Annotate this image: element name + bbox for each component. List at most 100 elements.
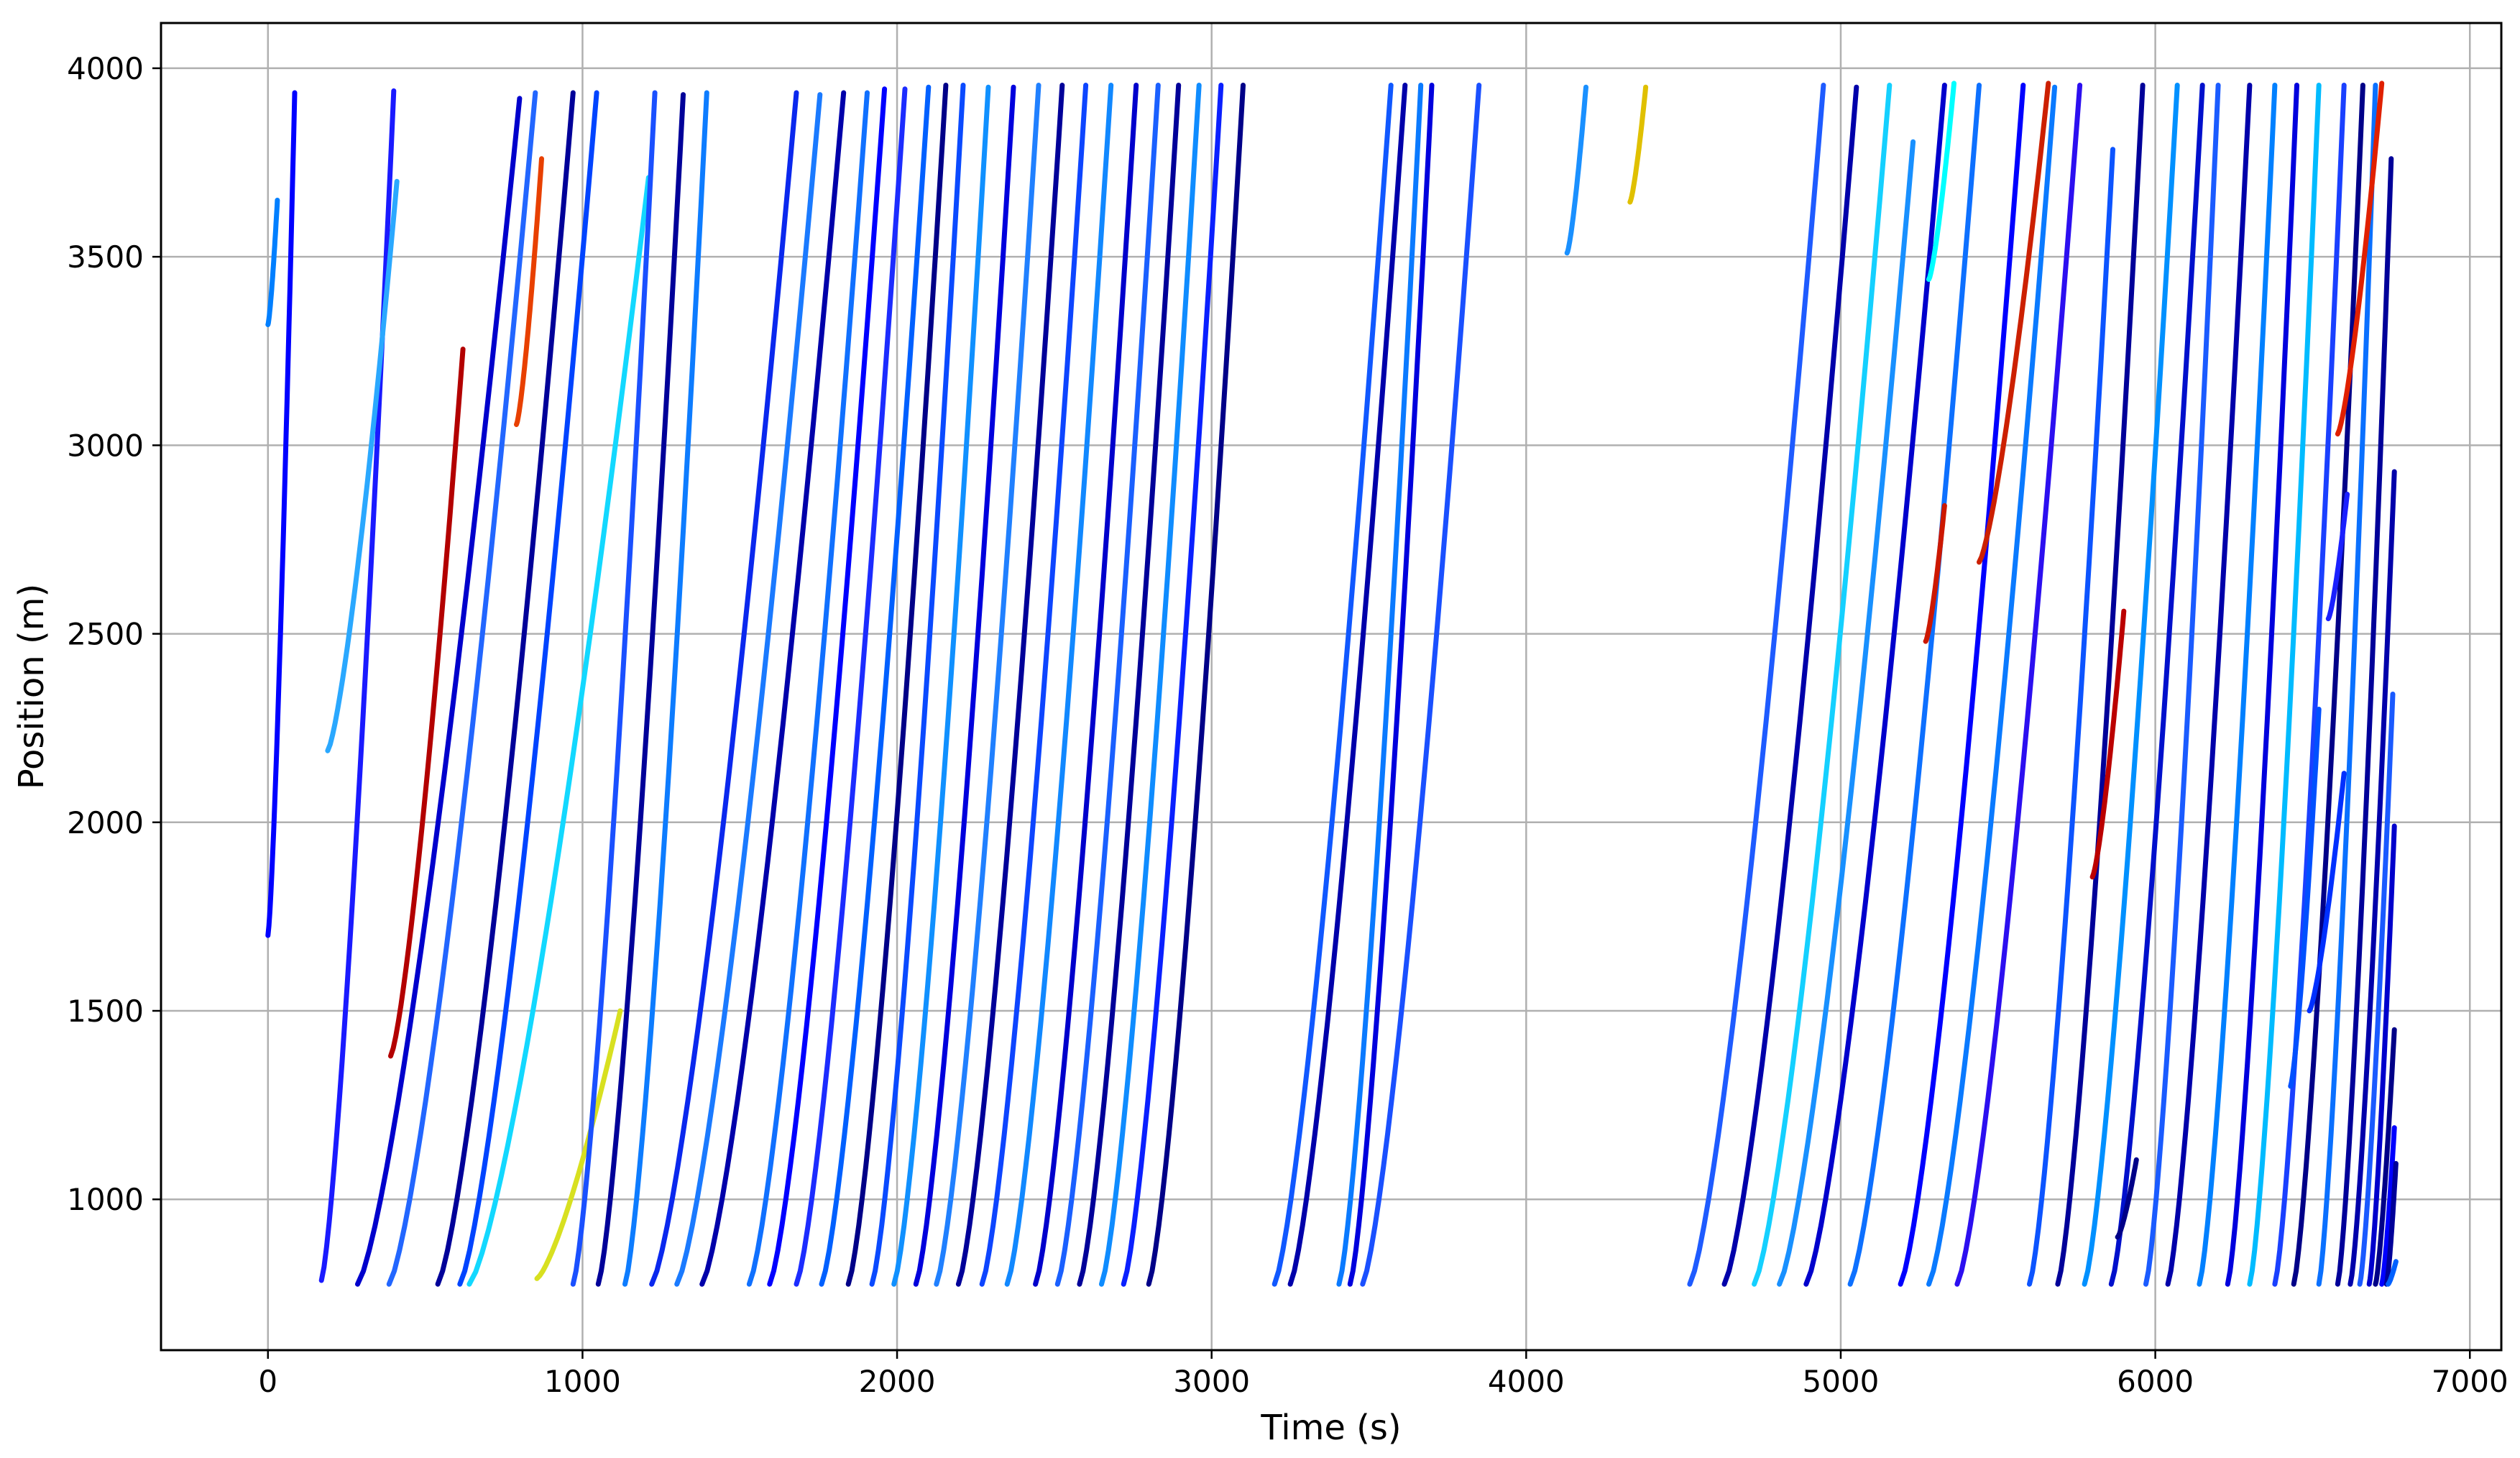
trajectory-line (746, 90, 870, 1287)
trajectory-line (674, 92, 823, 1287)
trajectory-line (2089, 608, 2127, 880)
trajectory-line (355, 96, 523, 1287)
trajectory-line (767, 86, 888, 1287)
trajectory-line (1336, 83, 1424, 1287)
y-tick-label: 3000 (67, 428, 144, 463)
grid-lines (161, 23, 2501, 1350)
trajectory-line (466, 175, 651, 1287)
trajectory-line (869, 83, 966, 1287)
trajectory-line (2247, 83, 2322, 1287)
trajectory-line (1977, 81, 2051, 565)
trajectory-line (2357, 692, 2396, 1287)
trajectory-line (2325, 492, 2350, 622)
y-tick-label: 1500 (67, 994, 144, 1029)
trajectory-line (2082, 83, 2180, 1287)
y-tick-label: 1000 (67, 1182, 144, 1217)
plot-frame (160, 22, 2503, 1352)
trajectory-line (1777, 139, 1916, 1287)
trajectory-line (649, 90, 799, 1287)
trajectory-line (1898, 83, 2026, 1287)
trajectory-line (325, 178, 400, 753)
trajectory-line (2347, 469, 2397, 1287)
trajectory-line (514, 156, 544, 427)
trajectory-line (1687, 83, 1826, 1287)
trajectory-line (1272, 83, 1394, 1287)
trajectory-line (570, 90, 658, 1287)
trajectory-line (265, 90, 298, 938)
trajectory-line (2108, 83, 2205, 1287)
trajectory-line (979, 83, 1089, 1287)
trajectory-line (2386, 1259, 2399, 1287)
trajectory-line (2027, 147, 2115, 1287)
trajectory-line (1926, 84, 2058, 1287)
trajectory-line (2379, 1125, 2397, 1287)
trajectory-line (2366, 823, 2397, 1287)
trajectory-line (2272, 83, 2347, 1287)
trajectory-line (1926, 81, 1956, 283)
trajectory-line (1146, 83, 1246, 1287)
x-tick-label: 4000 (1488, 1364, 1565, 1399)
trajectory-line (435, 90, 576, 1287)
trajectory-line (2383, 1160, 2399, 1287)
trajectory-line (2115, 1157, 2139, 1240)
y-tick-label: 2500 (67, 617, 144, 652)
trajectory-line (934, 83, 1041, 1287)
trajectory-line (1121, 83, 1224, 1287)
trajectory-line (955, 83, 1065, 1287)
trajectory-line (1077, 83, 1182, 1287)
trajectory-line (794, 86, 908, 1287)
trajectory-line (1803, 83, 1947, 1287)
trajectory-line (699, 90, 847, 1287)
trajectory-line (2335, 156, 2394, 1287)
trajectory-line (2335, 81, 2385, 437)
x-tick-label: 0 (258, 1364, 277, 1399)
x-tick-label: 1000 (544, 1364, 621, 1399)
trajectory-line (2316, 83, 2378, 1287)
trajectory-line (1360, 83, 1482, 1287)
trajectory-line (595, 92, 686, 1287)
trajectory-line (2197, 83, 2278, 1287)
axis-ticks: 0 1000 2000 3000 4000 5000 6000 7000 1000 1500 200… (67, 51, 2508, 1399)
trajectory-line (1721, 84, 1859, 1287)
trajectory-line (2288, 707, 2322, 1089)
trajectory-line (819, 84, 932, 1287)
trajectory-line (1287, 83, 1408, 1287)
trajectory-line (1033, 83, 1139, 1287)
trajectory-line (1099, 83, 1202, 1287)
trajectory-line (1923, 503, 1947, 644)
trajectory-line (891, 84, 991, 1287)
trajectory-series (265, 81, 2399, 1287)
trajectory-line (265, 198, 280, 327)
x-tick-label: 7000 (2432, 1364, 2508, 1399)
trajectory-line (388, 347, 466, 1059)
trajectory-line (1847, 83, 1982, 1287)
trajectory-line (2225, 83, 2299, 1287)
trajectory-line (386, 90, 538, 1287)
trajectory-line (845, 83, 949, 1287)
trajectory-line (534, 1008, 623, 1281)
trajectory-line (1004, 83, 1114, 1287)
trajectory-line (1564, 84, 1588, 256)
trajectory-line (2373, 1027, 2397, 1287)
trajectory-line (1752, 83, 1893, 1287)
trajectory-line (622, 90, 709, 1287)
trajectory-line (913, 84, 1016, 1287)
trajectory-line (1954, 83, 2083, 1287)
trajectory-line (1627, 84, 1649, 205)
y-tick-label: 4000 (67, 51, 144, 86)
x-tick-label: 3000 (1173, 1364, 1250, 1399)
trajectory-line (2143, 83, 2221, 1287)
trajectory-line (1054, 83, 1161, 1287)
trajectory-line (2307, 771, 2347, 1014)
x-axis-label: Time (s) (1260, 1408, 1401, 1448)
y-tick-label: 3500 (67, 239, 144, 275)
y-axis-label: Position (m) (12, 584, 52, 789)
x-tick-label: 2000 (859, 1364, 936, 1399)
x-tick-label: 6000 (2117, 1364, 2194, 1399)
trajectory-line (457, 90, 599, 1287)
trajectory-line (2055, 83, 2146, 1287)
trajectory-line (2165, 83, 2253, 1287)
x-tick-label: 5000 (1803, 1364, 1880, 1399)
